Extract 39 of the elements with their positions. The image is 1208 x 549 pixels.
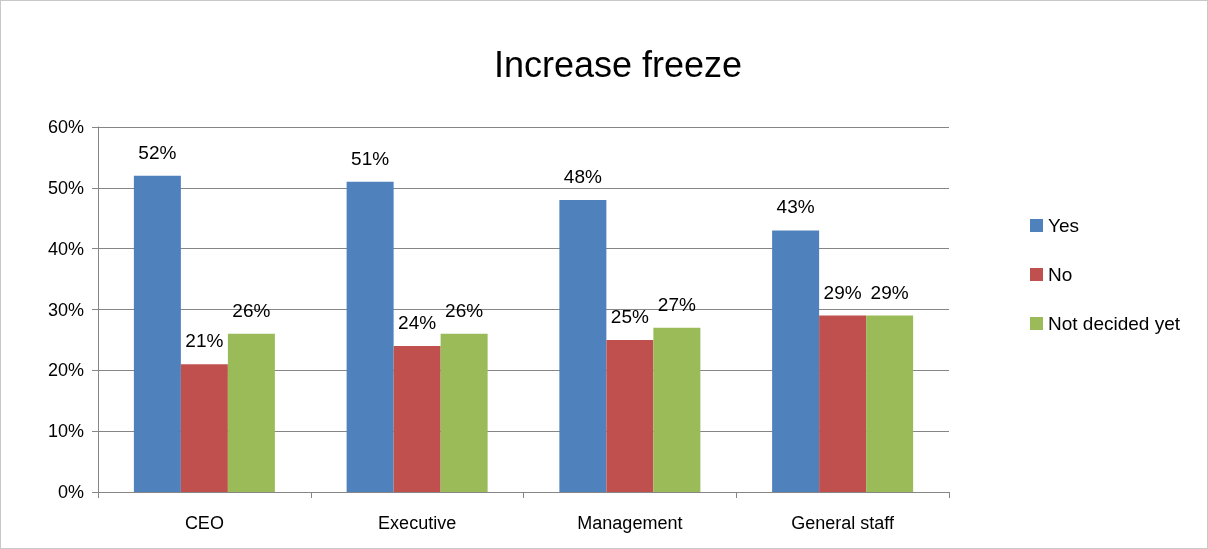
- y-tick-label: 30%: [47, 299, 84, 320]
- data-label: 26%: [232, 299, 271, 321]
- bar: [866, 315, 914, 492]
- data-label: 21%: [185, 330, 224, 352]
- bar: [653, 327, 701, 492]
- bar: [180, 364, 228, 492]
- legend-label: No: [1047, 264, 1073, 285]
- bar: [772, 230, 820, 492]
- y-tick-label: 40%: [47, 238, 84, 259]
- data-label: 43%: [776, 196, 815, 218]
- data-label: 29%: [823, 281, 862, 303]
- legend-label: Yes: [1047, 215, 1079, 236]
- y-tick-label: 10%: [47, 421, 84, 442]
- bar: [606, 339, 654, 492]
- x-tick-label: CEO: [184, 513, 224, 533]
- bar: [133, 175, 181, 492]
- data-label: 27%: [657, 293, 696, 315]
- data-label: 51%: [351, 147, 390, 169]
- data-label: 24%: [398, 312, 437, 333]
- x-tick-label: Management: [577, 513, 683, 533]
- data-label: 52%: [138, 141, 177, 163]
- bar: [346, 181, 394, 492]
- bar: [227, 333, 275, 492]
- x-tick-label: Executive: [378, 513, 457, 533]
- y-tick-label: 60%: [47, 117, 84, 137]
- y-tick-label: 0%: [57, 482, 84, 502]
- y-tick-label: 20%: [47, 360, 84, 381]
- data-label: 26%: [445, 299, 484, 321]
- chart-title: Increase freeze: [493, 43, 743, 85]
- bar: [393, 346, 441, 492]
- y-tick-label: 50%: [47, 177, 84, 198]
- bar: [559, 200, 607, 492]
- data-label: 48%: [563, 166, 602, 187]
- bar: [819, 315, 867, 492]
- data-label: 25%: [610, 305, 649, 327]
- bar: [440, 333, 488, 492]
- legend-label: Not decided yet: [1047, 313, 1181, 334]
- data-label: 29%: [870, 281, 909, 303]
- x-tick-label: General staff: [791, 513, 895, 533]
